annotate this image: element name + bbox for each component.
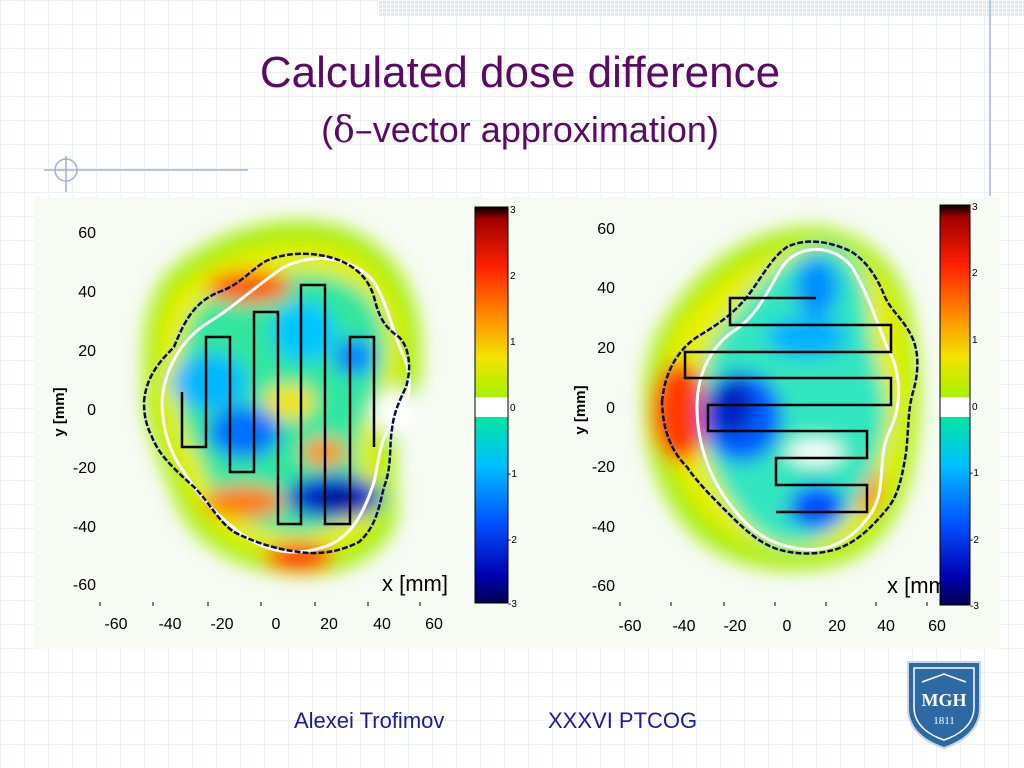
right-y-axis: 60 40 20 0 -20 -40 -60 bbox=[592, 221, 615, 595]
colorbar-tick: 2 bbox=[972, 268, 978, 279]
subtitle-open-paren: ( bbox=[321, 109, 334, 150]
x-tick: -60 bbox=[618, 618, 641, 635]
colorbar-tick: 2 bbox=[510, 271, 516, 282]
y-tick: 60 bbox=[78, 225, 96, 242]
x-tick: 20 bbox=[320, 616, 338, 633]
logo-year: 1811 bbox=[933, 715, 955, 727]
y-tick: 40 bbox=[78, 284, 96, 301]
scan-path-left bbox=[180, 283, 376, 526]
crosshair-decoration bbox=[44, 156, 248, 192]
footer-author: Alexei Trofimov bbox=[294, 708, 445, 733]
dose-map-field bbox=[644, 227, 920, 570]
axis-small-ticks bbox=[99, 602, 421, 606]
left-x-axis: -60 -40 -20 0 20 40 60 bbox=[104, 616, 443, 633]
x-axis-label: x [mm] bbox=[382, 571, 448, 596]
dose-map-field bbox=[143, 221, 421, 575]
colorbar-tick: 3 bbox=[972, 202, 978, 213]
y-tick: -40 bbox=[73, 519, 96, 536]
y-tick: 0 bbox=[606, 400, 615, 417]
decorative-vertical-line bbox=[989, 0, 991, 196]
colorbar-tick: -2 bbox=[508, 535, 517, 546]
x-tick: 60 bbox=[928, 618, 946, 635]
colorbar-left-ticks: 3 2 1 0 -1 -2 -3 bbox=[508, 205, 517, 610]
right-x-axis: -60 -40 -20 0 20 40 60 bbox=[618, 618, 946, 635]
left-y-axis: 60 40 20 0 -20 -40 -60 bbox=[73, 225, 96, 594]
x-tick: 0 bbox=[783, 618, 792, 635]
y-tick: -20 bbox=[592, 459, 615, 476]
colorbar-tick: 0 bbox=[972, 402, 978, 413]
y-axis-label: y [mm] bbox=[572, 385, 589, 434]
header-band bbox=[378, 0, 1024, 16]
scan-path-right bbox=[683, 296, 893, 514]
x-tick: -20 bbox=[210, 616, 233, 633]
dose-map-left: 60 40 20 0 -20 -40 -60 -60 -40 -20 0 20 … bbox=[51, 205, 517, 633]
x-tick: 60 bbox=[425, 616, 443, 633]
logo-text: MGH bbox=[922, 690, 967, 710]
x-tick: 20 bbox=[828, 618, 846, 635]
colorbar-tick: -1 bbox=[970, 468, 979, 479]
mgh-logo: MGH 1811 bbox=[907, 661, 981, 750]
x-tick: 40 bbox=[877, 618, 895, 635]
y-axis-label: y [mm] bbox=[51, 387, 68, 436]
x-tick: -40 bbox=[672, 618, 695, 635]
subtitle-text: vector approximation) bbox=[372, 109, 719, 150]
y-tick: -60 bbox=[592, 578, 615, 595]
colorbar-tick: 1 bbox=[510, 337, 516, 348]
y-tick: 40 bbox=[597, 280, 615, 297]
colorbar-tick: 3 bbox=[510, 205, 516, 216]
colorbar-left bbox=[474, 206, 509, 604]
slide-subtitle: (δ–vector approximation) bbox=[0, 108, 1024, 153]
x-tick: -60 bbox=[104, 616, 127, 633]
dose-map-right: 60 40 20 0 -20 -40 -60 -60 -40 -20 0 20 … bbox=[572, 202, 979, 635]
axis-small-ticks bbox=[619, 602, 928, 606]
colorbar-tick: -3 bbox=[970, 601, 979, 612]
x-tick: -20 bbox=[723, 618, 746, 635]
colorbar-tick: -1 bbox=[508, 469, 517, 480]
y-tick: 20 bbox=[597, 340, 615, 357]
x-tick: 40 bbox=[373, 616, 391, 633]
y-tick: 20 bbox=[78, 343, 96, 360]
colorbar-tick: -2 bbox=[970, 535, 979, 546]
colorbar-right-ticks: 3 2 1 0 -1 -2 -3 bbox=[970, 202, 979, 612]
colorbar-right bbox=[939, 204, 971, 606]
colorbar-tick: 1 bbox=[972, 335, 978, 346]
x-tick: 0 bbox=[272, 616, 281, 633]
y-tick: -20 bbox=[73, 460, 96, 477]
slide-title: Calculated dose difference bbox=[259, 48, 781, 97]
colorbar-tick: 0 bbox=[510, 403, 516, 414]
x-tick: -40 bbox=[158, 616, 181, 633]
y-tick: 0 bbox=[87, 402, 96, 419]
delta-symbol: δ– bbox=[333, 110, 373, 151]
figure-panel: 60 40 20 0 -20 -40 -60 -60 -40 -20 0 20 … bbox=[34, 197, 1000, 649]
footer-conference: XXXVI PTCOG bbox=[548, 708, 698, 733]
y-tick: -60 bbox=[73, 577, 96, 594]
y-tick: 60 bbox=[597, 221, 615, 238]
y-tick: -40 bbox=[592, 519, 615, 536]
colorbar-tick: -3 bbox=[508, 599, 517, 610]
